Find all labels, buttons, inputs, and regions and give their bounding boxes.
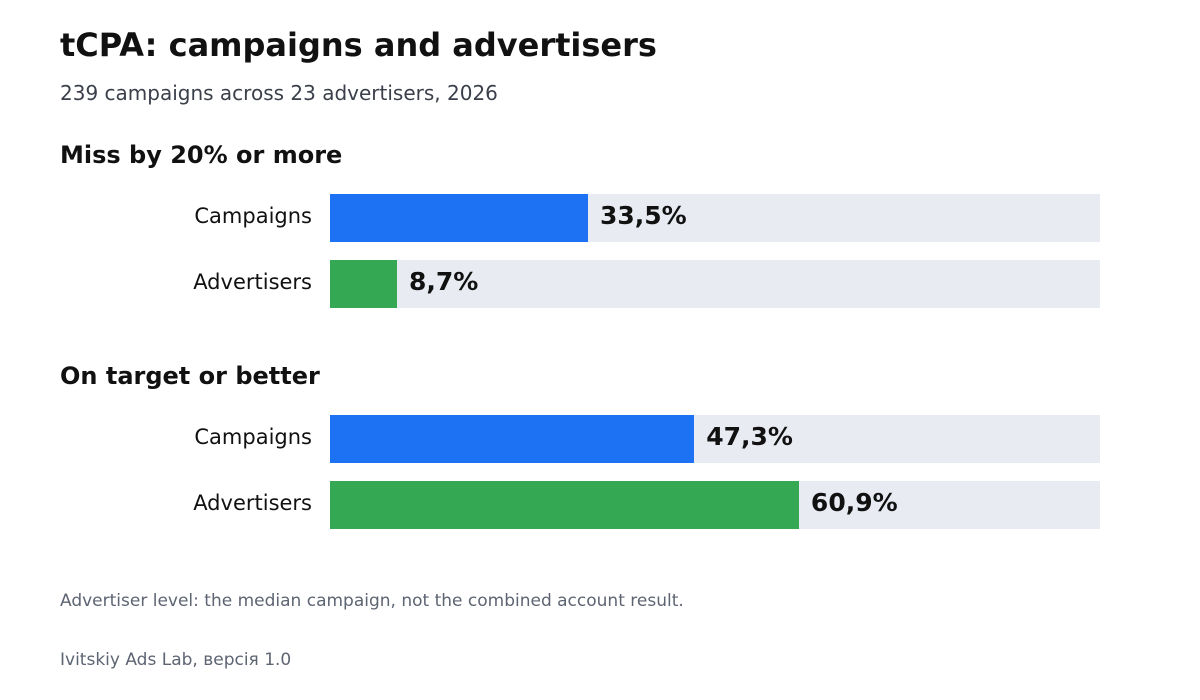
bar-miss-campaigns [330,194,588,242]
value-label-miss-campaigns: 33,5% [599,201,687,230]
row-label-target-campaigns: Campaigns [194,425,312,449]
bar-target-campaigns [330,415,695,463]
row-label-miss-advertisers: Advertisers [193,270,312,294]
bar-miss-advertisers [330,260,397,308]
chart-credit: Ivitskiy Ads Lab, версія 1.0 [60,650,292,670]
bar-track-target-advertisers: 60,9% [330,481,1100,529]
row-label-target-advertisers: Advertisers [193,491,312,515]
bar-track-miss-advertisers: 8,7% [330,260,1100,308]
value-label-target-advertisers: 60,9% [810,488,898,517]
bar-track-target-campaigns: 47,3% [330,415,1100,463]
chart-subtitle: 239 campaigns across 23 advertisers, 202… [60,81,498,105]
group-title-on-target: On target or better [60,362,320,390]
chart-title: tCPA: campaigns and advertisers [60,26,657,64]
value-label-target-campaigns: 47,3% [706,422,793,451]
bar-target-advertisers [330,481,799,529]
bar-track-miss-campaigns: 33,5% [330,194,1100,242]
row-label-miss-campaigns: Campaigns [194,204,312,228]
value-label-miss-advertisers: 8,7% [408,267,479,296]
group-title-miss: Miss by 20% or more [60,141,343,169]
chart-note: Advertiser level: the median campaign, n… [60,591,684,611]
